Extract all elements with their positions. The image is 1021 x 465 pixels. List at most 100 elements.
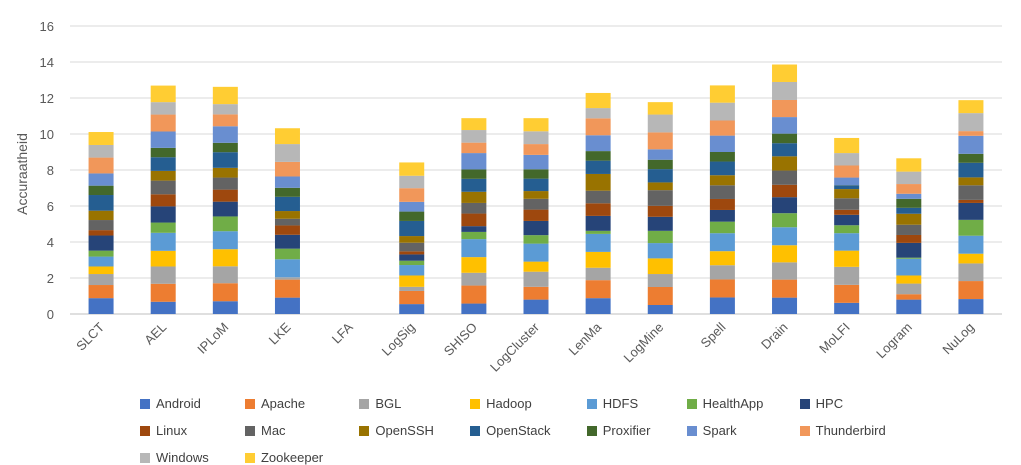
legend-item: Mac [245, 423, 337, 438]
bar-segment-openssh [89, 211, 114, 220]
legend-item: HPC [800, 396, 900, 411]
bar-segment-spark [648, 149, 673, 159]
bar-segment-windows [461, 130, 486, 143]
bar-segment-proxifier [89, 186, 114, 195]
bar-segment-apache [648, 287, 673, 305]
bar-segment-android [772, 298, 797, 314]
bar-segment-proxifier [275, 188, 300, 197]
bar-segment-zookeeper [524, 118, 549, 131]
bar-segment-proxifier [648, 160, 673, 169]
legend-swatch [587, 426, 597, 436]
y-tick-label: 4 [47, 235, 54, 250]
bars [89, 65, 984, 314]
bar-segment-thunderbird [958, 131, 983, 136]
bar-segment-proxifier [958, 154, 983, 163]
bar-segment-hadoop [834, 251, 859, 267]
bar-segment-thunderbird [89, 158, 114, 174]
bar-segment-openssh [896, 214, 921, 225]
legend-swatch [140, 453, 150, 463]
bar-segment-mac [524, 199, 549, 210]
bar-segment-hadoop [461, 257, 486, 273]
bar-segment-linux [213, 190, 238, 202]
bar-segment-hadoop [524, 262, 549, 272]
bar-segment-zookeeper [834, 138, 859, 153]
legend-label: Apache [261, 396, 305, 411]
bar-segment-windows [586, 108, 611, 118]
bar-segment-linux [958, 200, 983, 203]
bar-segment-hadoop [213, 249, 238, 266]
y-tick-label: 10 [40, 127, 54, 142]
bar-segment-proxifier [586, 151, 611, 161]
bar-segment-mac [151, 181, 176, 195]
legend-item: Apache [245, 396, 337, 411]
bar-segment-zookeeper [399, 162, 424, 175]
bar-segment-linux [275, 225, 300, 234]
bar-segment-hadoop [896, 275, 921, 283]
bar-segment-linux [648, 206, 673, 217]
legend-swatch [587, 399, 597, 409]
bar-segment-proxifier [896, 199, 921, 208]
bar-segment-hdfs [89, 257, 114, 267]
bar-segment-hdfs [648, 243, 673, 258]
bar-segment-linux [461, 214, 486, 227]
legend-swatch [245, 399, 255, 409]
bar-segment-bgl [399, 287, 424, 291]
bar-segment-windows [772, 82, 797, 100]
bar-segment-proxifier [399, 212, 424, 221]
bar-segment-healthapp [958, 220, 983, 236]
bar-segment-android [89, 298, 114, 314]
bar-segment-bgl [648, 274, 673, 287]
bar-segment-android [461, 304, 486, 314]
x-tick-label: SHISO [441, 320, 480, 359]
legend-label: OpenSSH [375, 423, 434, 438]
legend-item: OpenStack [470, 423, 565, 438]
x-tick-label: MoLFI [816, 320, 853, 357]
bar-segment-openssh [834, 189, 859, 198]
bar-segment-hpc [958, 203, 983, 220]
bar-segment-hadoop [958, 254, 983, 264]
legend-swatch [359, 426, 369, 436]
bar-segment-hpc [524, 221, 549, 235]
x-tick-label: Spell [697, 319, 728, 350]
legend-swatch [470, 426, 480, 436]
bar-segment-proxifier [461, 169, 486, 178]
legend-swatch [359, 399, 369, 409]
legend-label: HDFS [603, 396, 638, 411]
legend-item: Proxifier [587, 423, 665, 438]
bar-segment-spark [151, 131, 176, 147]
x-tick-label: LKE [266, 319, 294, 347]
bar-segment-spark [213, 126, 238, 143]
bar-segment-hdfs [213, 231, 238, 249]
bar-segment-android [896, 300, 921, 314]
bar-segment-hdfs [399, 265, 424, 275]
bar-segment-android [213, 301, 238, 314]
bar-segment-healthapp [89, 251, 114, 257]
bar-segment-thunderbird [213, 114, 238, 126]
bar-segment-hpc [213, 202, 238, 217]
bar-segment-linux [524, 210, 549, 221]
bar-segment-spark [399, 202, 424, 212]
bar-segment-hpc [648, 217, 673, 231]
bar-segment-spark [524, 155, 549, 169]
bar-segment-thunderbird [524, 144, 549, 155]
bar-segment-hpc [151, 206, 176, 222]
legend-item: Thunderbird [800, 423, 900, 438]
bar-segment-windows [151, 102, 176, 114]
bar-segment-openssh [213, 168, 238, 178]
legend-swatch [245, 453, 255, 463]
bar-segment-openstack [710, 162, 735, 176]
legend-swatch [470, 399, 480, 409]
bar-segment-openstack [648, 169, 673, 182]
bar-segment-hadoop [648, 258, 673, 274]
bar-segment-healthapp [896, 258, 921, 259]
bar-segment-zookeeper [648, 102, 673, 114]
bar-segment-linux [772, 185, 797, 197]
bar-segment-hpc [834, 215, 859, 225]
bar-segment-zookeeper [89, 132, 114, 145]
bar-segment-openssh [648, 182, 673, 190]
bar-segment-mac [958, 185, 983, 200]
bar-segment-openstack [586, 161, 611, 174]
bar-segment-zookeeper [461, 118, 486, 130]
